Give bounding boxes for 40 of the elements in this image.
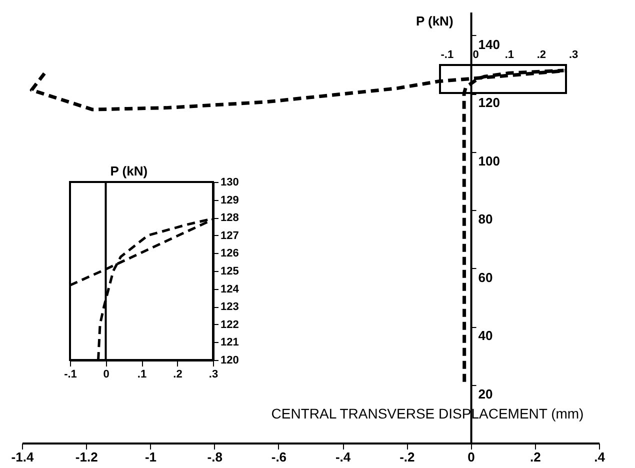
x2-tick-label: 0: [472, 49, 479, 62]
y-tick-label: 127: [220, 230, 239, 242]
y-tick-label: 130: [220, 176, 239, 188]
y-tick-label: 123: [220, 301, 239, 314]
x-tick-label: -.4: [335, 450, 352, 464]
y-tick-label: 100: [478, 153, 500, 168]
y-axis-title: P (kN): [110, 164, 148, 178]
y-tick-label: 122: [220, 318, 239, 331]
y-tick-label: 60: [478, 270, 493, 285]
x-tick-label: .2: [173, 368, 182, 380]
x2-tick-label: .2: [536, 49, 546, 62]
x-tick-label: 0: [468, 450, 475, 464]
y-tick-label: 20: [478, 386, 493, 402]
x2-tick-label: .1: [504, 49, 514, 62]
x-tick-label: .3: [208, 368, 218, 380]
x-tick-label: -.6: [271, 450, 287, 464]
y-tick-label: 120: [478, 95, 500, 110]
x-tick-label: -1.4: [11, 450, 34, 464]
x-tick-label: 0: [103, 368, 110, 380]
x2-tick-label: -.1: [440, 49, 454, 62]
y-tick-label: 129: [220, 194, 239, 206]
x-tick-label: .1: [137, 368, 147, 380]
x-tick-label: -.2: [400, 450, 415, 464]
x-tick-label: .2: [530, 450, 541, 464]
x-tick-label: -.1: [64, 368, 77, 380]
y-tick-label: 126: [220, 248, 239, 260]
y-tick-label: 125: [220, 266, 239, 278]
y-tick-label: 121: [220, 336, 239, 349]
y-tick-label: 128: [220, 212, 239, 224]
y-tick-label: 120: [220, 354, 239, 366]
x-tick-label: -1.2: [75, 450, 98, 464]
y-tick-label: 140: [478, 36, 500, 52]
y-tick-label: 80: [478, 212, 493, 227]
x-tick-label: -1: [144, 450, 157, 464]
x-tick-label: -.8: [207, 450, 222, 464]
x2-tick-label: .3: [568, 49, 578, 62]
y-axis-title: P (kN): [416, 14, 454, 28]
x-tick-label: .4: [594, 450, 606, 464]
y-tick-label: 40: [478, 328, 493, 344]
y-tick-label: 124: [220, 283, 240, 296]
